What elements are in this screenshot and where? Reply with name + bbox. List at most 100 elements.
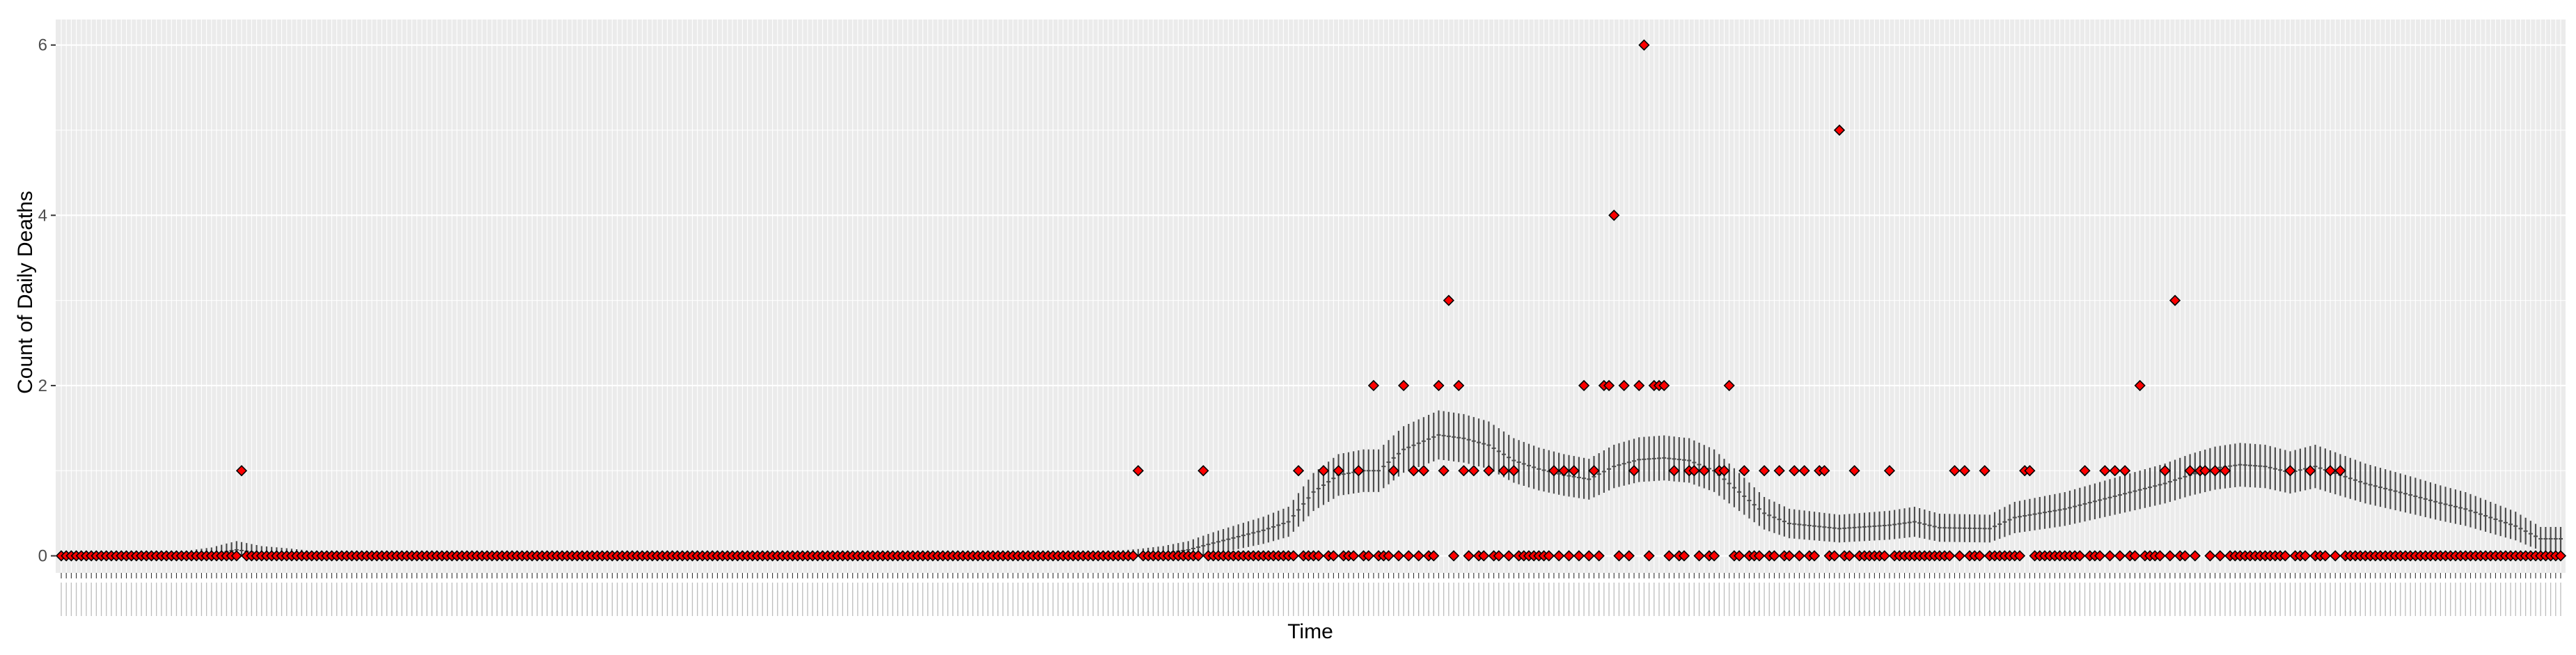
observed-point — [1833, 124, 1846, 136]
observed-point — [2114, 550, 2126, 562]
axis-layer: 0 2 4 6 — [38, 36, 2561, 616]
expected-band-layer — [189, 410, 2563, 557]
observed-point — [2134, 379, 2146, 392]
observed-point — [1944, 550, 1956, 562]
observed-point — [1733, 550, 1745, 562]
observed-point — [1568, 465, 1580, 477]
observed-point — [1403, 550, 1415, 562]
observed-point — [2169, 294, 2181, 306]
observed-point — [1413, 550, 1424, 562]
observed-point — [1688, 465, 1700, 477]
observed-point — [2279, 550, 2291, 562]
observed-point — [2219, 465, 2231, 477]
observed-point — [1783, 550, 1796, 562]
observed-points-layer — [55, 39, 2567, 562]
observed-point — [1328, 550, 1340, 562]
observed-point — [1367, 379, 1380, 392]
observed-point — [1563, 550, 1575, 562]
observed-point — [1498, 465, 1510, 477]
observed-point — [1503, 550, 1515, 562]
observed-point — [1417, 465, 1430, 477]
observed-point — [1828, 550, 1840, 562]
observed-point — [1623, 550, 1635, 562]
observed-point — [2094, 550, 2106, 562]
observed-point — [2554, 550, 2567, 562]
observed-point — [1573, 550, 1585, 562]
observed-point — [1758, 465, 1770, 477]
observed-point — [230, 550, 242, 562]
observed-point — [1768, 550, 1780, 562]
observed-point — [1132, 465, 1144, 477]
observed-point — [1753, 550, 1766, 562]
observed-point — [1718, 465, 1730, 477]
observed-point — [1392, 550, 1405, 562]
observed-point — [1447, 550, 1460, 562]
observed-point — [1663, 550, 1675, 562]
observed-point — [2209, 465, 2221, 477]
observed-point — [1453, 379, 1465, 392]
observed-point — [1613, 550, 1625, 562]
grid-layer — [56, 19, 2566, 573]
observed-point — [2214, 550, 2226, 562]
observed-point — [235, 465, 248, 477]
observed-point — [1593, 550, 1605, 562]
observed-point — [1548, 465, 1560, 477]
observed-point — [1698, 465, 1710, 477]
observed-point — [1819, 465, 1830, 477]
observed-point — [2164, 550, 2176, 562]
observed-point — [1428, 550, 1440, 562]
observed-point — [2284, 465, 2296, 477]
observed-point — [1789, 465, 1800, 477]
observed-point — [1558, 465, 1570, 477]
observed-point — [2319, 550, 2331, 562]
observed-point — [1443, 294, 1454, 306]
observed-point — [1658, 379, 1670, 392]
observed-point — [1638, 39, 1650, 51]
y-tick-label: 4 — [38, 206, 47, 225]
observed-point — [2189, 550, 2201, 562]
observed-point — [1979, 465, 1990, 477]
observed-point — [1643, 550, 1655, 562]
observed-point — [1578, 379, 1590, 392]
observed-point — [1483, 465, 1495, 477]
observed-point — [1949, 465, 1961, 477]
observed-point — [1793, 550, 1805, 562]
observed-point — [1508, 465, 1520, 477]
observed-point — [1628, 465, 1640, 477]
observed-point — [1362, 550, 1374, 562]
observed-point — [1458, 465, 1470, 477]
observed-point — [1678, 550, 1690, 562]
observed-point — [1709, 550, 1720, 562]
observed-point — [1553, 550, 1565, 562]
observed-point — [1433, 379, 1445, 392]
observed-point — [2159, 465, 2171, 477]
plot-panel — [56, 19, 2566, 573]
observed-point — [1844, 550, 1855, 562]
observed-point — [2129, 550, 2141, 562]
observed-point — [2184, 465, 2196, 477]
observed-point — [1798, 465, 1810, 477]
observed-point — [1588, 465, 1600, 477]
observed-point — [1543, 550, 1555, 562]
observed-point — [2154, 550, 2166, 562]
observed-point — [1478, 550, 1490, 562]
observed-point — [2109, 465, 2121, 477]
observed-point — [1878, 550, 1890, 562]
observed-point — [1197, 465, 1209, 477]
observed-point — [1127, 550, 1139, 562]
observed-point — [2013, 550, 2026, 562]
x-axis-title: Time — [1287, 620, 1333, 643]
observed-point — [1738, 465, 1750, 477]
observed-point — [2119, 465, 2131, 477]
observed-point — [1693, 550, 1705, 562]
observed-point — [1348, 550, 1360, 562]
observed-point — [2179, 550, 2191, 562]
observed-point — [1317, 465, 1330, 477]
observed-point — [1954, 550, 1965, 562]
observed-point — [1353, 465, 1365, 477]
observed-point — [1618, 379, 1630, 392]
observed-point — [1848, 465, 1860, 477]
observed-point — [2330, 550, 2341, 562]
observed-point — [1312, 550, 1324, 562]
